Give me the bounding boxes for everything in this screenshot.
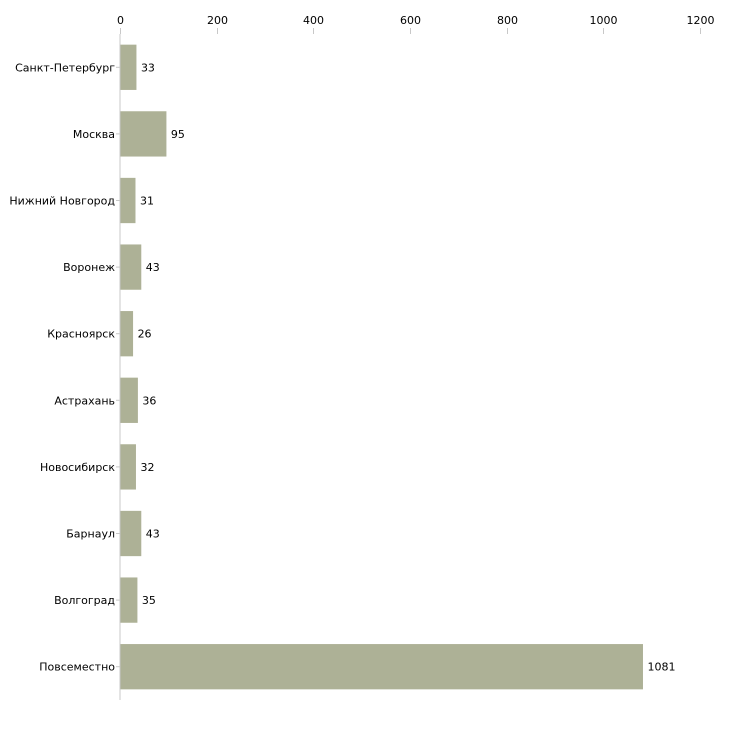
bar [120,444,136,490]
bars [120,44,643,690]
x-tick-label: 200 [207,14,228,27]
bar [120,577,138,623]
x-tick-label: 0 [117,14,124,27]
bar [120,111,167,157]
category-label: Астрахань [54,394,115,407]
category-label: Красноярск [47,328,115,341]
bar [120,510,142,557]
x-tick-label: 1000 [590,14,618,27]
x-tick-label: 800 [497,14,518,27]
data-label: 43 [146,528,160,541]
category-labels: Санкт-Петербург Москва Нижний Новгород Воро… [9,61,120,674]
x-tick-label: 600 [400,14,421,27]
bar [120,311,134,357]
category-label: Барнаул [66,528,115,541]
data-label: 1081 [647,661,675,674]
x-tick-label: 400 [303,14,324,27]
category-label: Москва [73,128,115,141]
bar [120,644,643,690]
data-label: 43 [146,261,160,274]
category-label: Повсеместно [39,661,115,674]
category-label: Волгоград [54,594,115,607]
bar [120,177,136,224]
x-tick-label: 1200 [687,14,715,27]
bar [120,377,138,423]
value-labels: 33 95 31 43 26 36 32 43 35 1081 [138,61,676,673]
data-label: 26 [138,328,152,341]
category-label: Воронеж [63,261,115,274]
data-label: 35 [142,594,156,607]
category-label: Новосибирск [40,461,115,474]
data-label: 31 [140,195,154,208]
bar [120,244,142,290]
bar [120,44,137,90]
category-label: Нижний Новгород [9,195,115,208]
data-label: 32 [140,461,154,474]
data-label: 36 [142,394,156,407]
x-axis-ticks: 0 200 400 600 800 1000 1200 [117,14,715,34]
category-label: Санкт-Петербург [15,61,115,74]
data-label: 95 [171,128,185,141]
data-label: 33 [141,61,155,74]
